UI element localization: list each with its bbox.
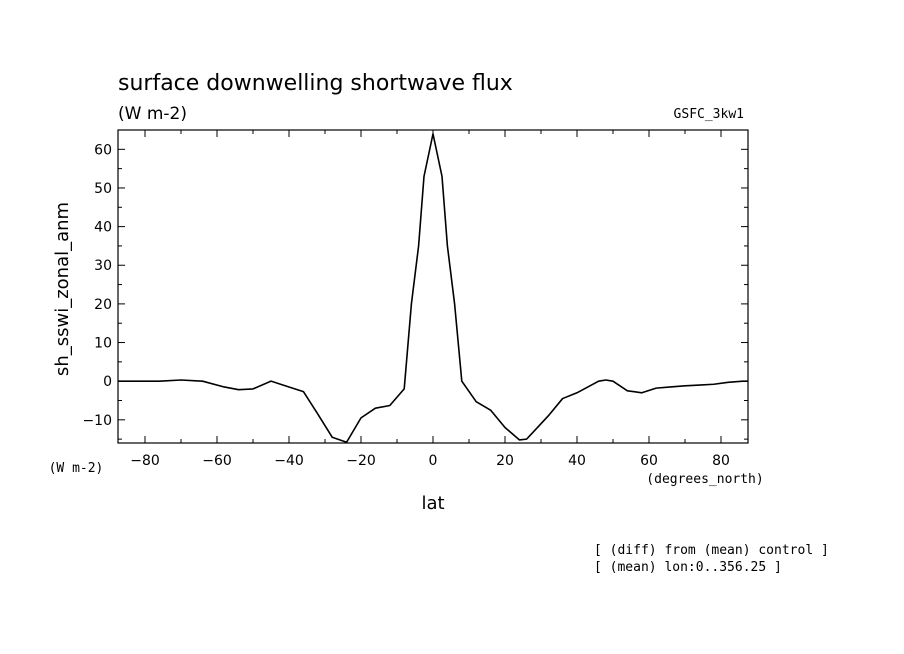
x-tick-label: −40 bbox=[274, 453, 304, 469]
x-tick-label: −60 bbox=[202, 453, 232, 469]
x-tick-label: 20 bbox=[496, 453, 514, 469]
x-tick-label: 40 bbox=[568, 453, 586, 469]
y-axis: −10 0 10 20 30 40 50 60 bbox=[82, 129, 748, 440]
y-axis-label: sh_sswi_zonal_anm bbox=[52, 202, 73, 376]
y-units-label: (W m-2) bbox=[49, 461, 104, 476]
x-tick-label: −20 bbox=[346, 453, 376, 469]
x-units-label: (degrees_north) bbox=[646, 472, 763, 487]
chart-title: surface downwelling shortwave flux bbox=[118, 71, 513, 96]
y-tick-label: 50 bbox=[94, 181, 112, 197]
series-group bbox=[118, 133, 748, 444]
model-label: GSFC_3kw1 bbox=[674, 107, 744, 122]
y-tick-label: −10 bbox=[82, 413, 112, 429]
x-tick-label: −80 bbox=[130, 453, 160, 469]
chart-units: (W m-2) bbox=[118, 104, 187, 124]
x-tick-label: 80 bbox=[712, 453, 730, 469]
footnote-mean: [ (mean) lon:0..356.25 ] bbox=[594, 560, 782, 575]
y-tick-label: 20 bbox=[94, 297, 112, 313]
x-axis-label: lat bbox=[421, 493, 444, 514]
y-tick-label: 30 bbox=[94, 258, 112, 274]
footnote-diff: [ (diff) from (mean) control ] bbox=[594, 543, 829, 558]
x-axis: −80 −60 −40 −20 0 20 40 60 80 bbox=[130, 130, 730, 469]
y-tick-label: 0 bbox=[103, 374, 112, 390]
y-tick-label: 10 bbox=[94, 336, 112, 352]
series-line bbox=[118, 133, 748, 444]
y-tick-label: 40 bbox=[94, 220, 112, 236]
x-tick-label: 60 bbox=[640, 453, 658, 469]
x-tick-label: 0 bbox=[429, 453, 438, 469]
plot-frame bbox=[117, 129, 749, 444]
y-tick-label: 60 bbox=[94, 142, 112, 158]
